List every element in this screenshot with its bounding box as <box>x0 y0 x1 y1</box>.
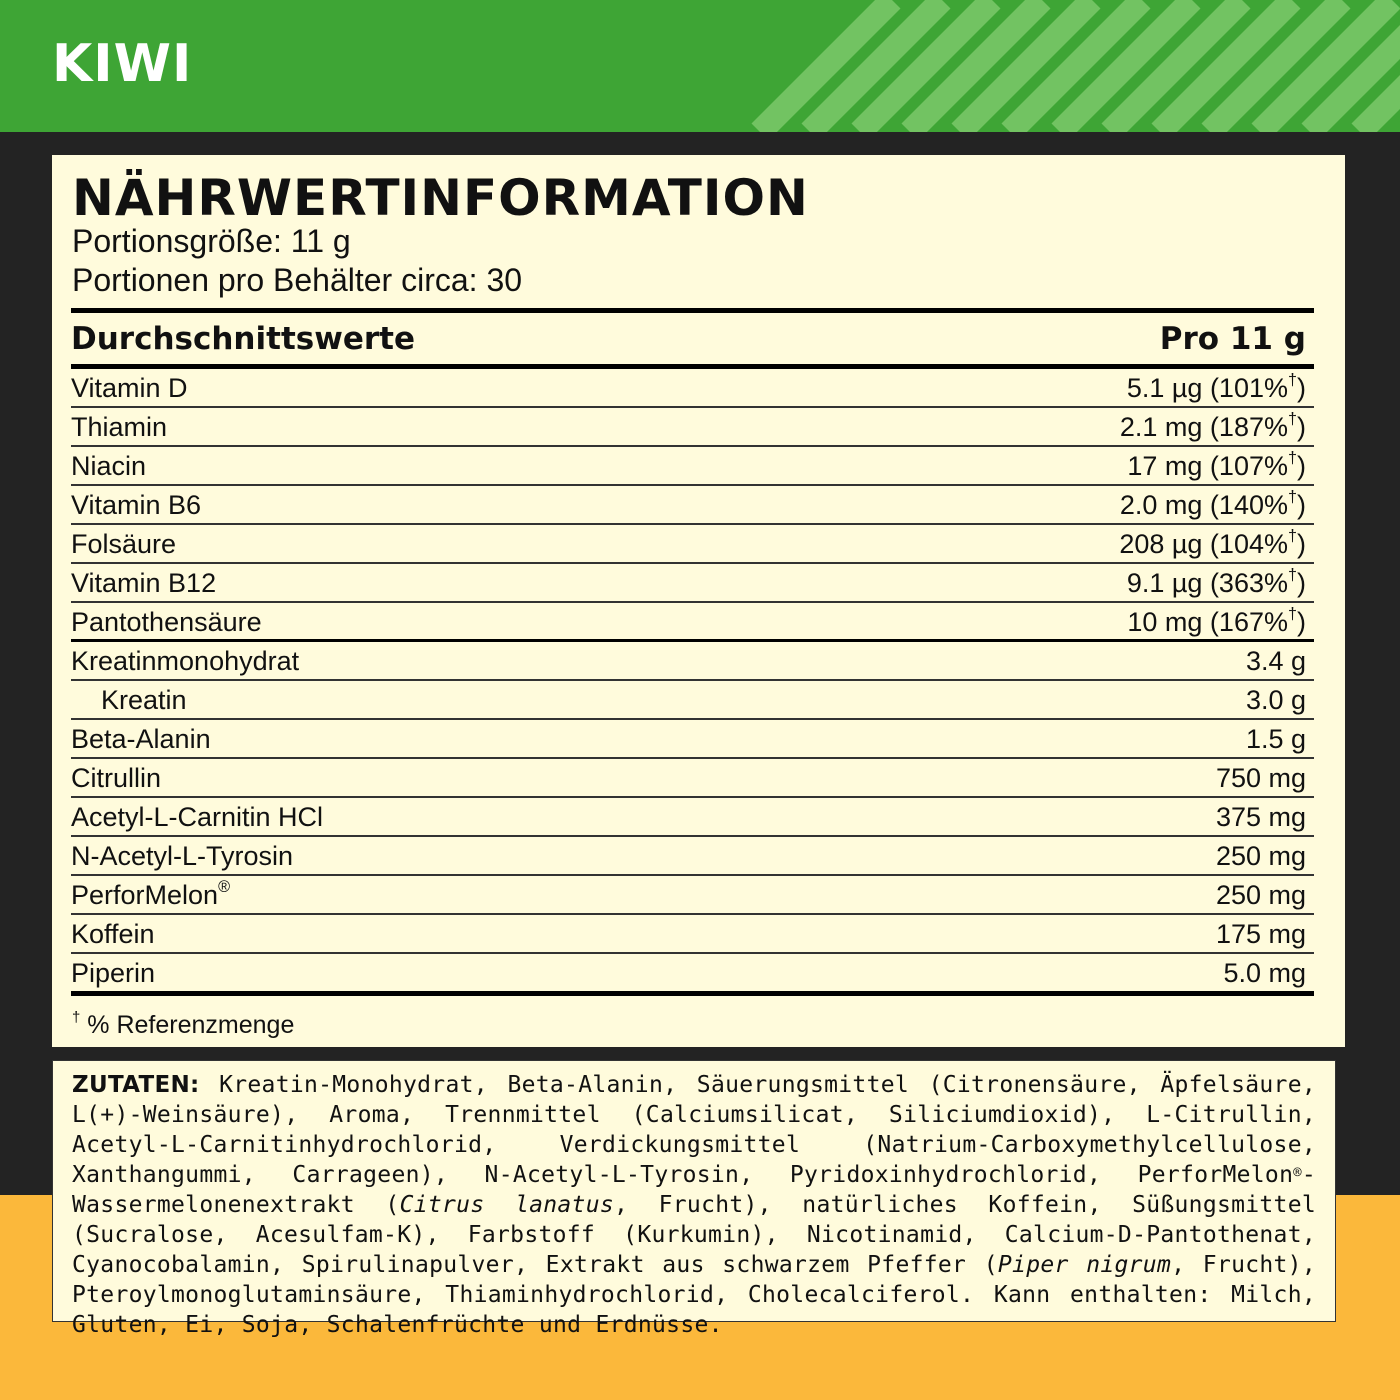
serving-size: Portionsgröße: 11 g <box>72 223 351 259</box>
flavor-title: KIWI <box>52 34 193 94</box>
nutrient-name: Kreatin <box>101 685 187 715</box>
nutrient-name: Piperin <box>71 958 156 988</box>
nutrient-amount: 17 mg (107%†) <box>1127 449 1306 481</box>
table-row: Beta-Alanin 1.5 g <box>71 720 1314 759</box>
table-row: PerforMelon® 250 mg <box>71 876 1314 915</box>
table-row: Folsäure 208 µg (104%†) <box>71 525 1314 564</box>
ingredients-text: Piper nigrum <box>997 1252 1172 1278</box>
table-row: N-Acetyl-L-Tyrosin 250 mg <box>71 837 1314 876</box>
table-row: Vitamin B12 9.1 µg (363%†) <box>71 564 1314 603</box>
nutrition-title: NÄHRWERTINFORMATION <box>72 169 809 227</box>
nutrient-name: Koffein <box>71 919 155 949</box>
ingredients-text: , Frucht), Pteroylmonoglutaminsäure, Thi… <box>72 1252 1316 1338</box>
table-row: Citrullin 750 mg <box>71 759 1314 798</box>
ingredients-text: Kreatin-Monohydrat, Beta-Alanin, Säuerun… <box>72 1072 1316 1218</box>
table-row: Thiamin 2.1 mg (187%†) <box>71 408 1314 447</box>
nutrient-amount: 2.1 mg (187%†) <box>1119 410 1306 442</box>
nutrient-amount: 3.0 g <box>1245 685 1306 715</box>
table-row: Niacin 17 mg (107%†) <box>71 447 1314 486</box>
nutrient-amount: 5.1 µg (101%†) <box>1126 371 1306 403</box>
nutrient-name: Folsäure <box>71 529 177 559</box>
nutrient-name: Acetyl-L-Carnitin HCl <box>71 802 324 832</box>
table-row: Kreatinmonohydrat 3.4 g <box>71 642 1314 681</box>
table-row: Piperin 5.0 mg <box>71 954 1314 991</box>
nutrient-amount: 375 mg <box>1215 802 1306 832</box>
footnote: † % Referenzmenge <box>72 1009 295 1039</box>
nutrient-amount: 750 mg <box>1215 763 1306 793</box>
nutrient-name: Thiamin <box>71 412 168 442</box>
servings: Portionen pro Behälter circa: 30 <box>72 262 523 298</box>
header-band: KIWI <box>0 0 1400 132</box>
column-header: Pro 11 g <box>1159 321 1306 357</box>
table-row: Acetyl-L-Carnitin HCl 375 mg <box>71 798 1314 837</box>
ingredients-label: ZUTATEN: <box>72 1072 200 1098</box>
table-row: Vitamin B6 2.0 mg (140%†) <box>71 486 1314 525</box>
ingredients: ZUTATEN: Kreatin-Monohydrat, Beta-Alanin… <box>52 1060 1336 1338</box>
nutrient-amount: 1.5 g <box>1245 724 1306 754</box>
nutrient-amount: 175 mg <box>1215 919 1306 949</box>
nutrition-panel: NÄHRWERTINFORMATION Portionsgröße: 11 g … <box>52 155 1345 1047</box>
nutrient-amount: 208 µg (104%†) <box>1119 527 1306 559</box>
nutrient-name: N-Acetyl-L-Tyrosin <box>71 841 294 871</box>
ingredients-text: , Frucht), natürliches Koffein, Süßungsm… <box>72 1192 1316 1278</box>
nutrient-amount: 2.0 mg (140%†) <box>1119 488 1306 520</box>
nutrient-amount: 10 mg (167%†) <box>1127 605 1306 637</box>
nutrient-name: Vitamin B6 <box>71 490 202 520</box>
nutrient-amount: 9.1 µg (363%†) <box>1126 566 1306 598</box>
table-row: Koffein 175 mg <box>71 915 1314 954</box>
ingredients-text: Citrus lanatus <box>399 1192 614 1218</box>
nutrient-name: Vitamin D <box>71 373 188 403</box>
table-body: Vitamin D 5.1 µg (101%†) Thiamin 2.1 mg (18… <box>71 369 1314 996</box>
nutrient-name: PerforMelon® <box>71 878 231 910</box>
nutrient-name: Kreatinmonohydrat <box>71 646 300 676</box>
column-header: Durchschnittswerte <box>71 321 416 357</box>
nutrient-name: Beta-Alanin <box>71 724 211 754</box>
nutrient-name: Citrullin <box>71 763 162 793</box>
nutrient-name: Niacin <box>71 451 147 481</box>
nutrient-amount: 250 mg <box>1215 880 1306 910</box>
nutrient-amount: 3.4 g <box>1245 646 1306 676</box>
table-row: Pantothensäure 10 mg (167%†) <box>71 603 1314 642</box>
nutrient-name: Vitamin B12 <box>71 568 217 598</box>
nutrient-amount: 5.0 mg <box>1223 958 1306 988</box>
table-row: Vitamin D 5.1 µg (101%†) <box>71 369 1314 408</box>
nutrient-amount: 250 mg <box>1215 841 1306 871</box>
nutrient-name: Pantothensäure <box>71 607 262 637</box>
table-header: Durchschnittswerte Pro 11 g <box>71 308 1314 369</box>
stripes <box>751 0 1400 132</box>
table-row: Kreatin 3.0 g <box>71 681 1314 720</box>
